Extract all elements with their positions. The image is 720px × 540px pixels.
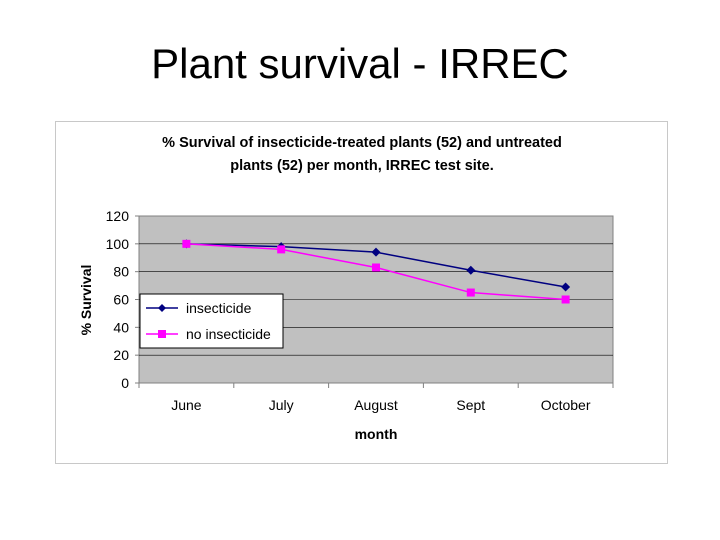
legend-label-no-insecticide: no insecticide bbox=[186, 326, 271, 342]
legend-marker-insecticide bbox=[158, 304, 166, 312]
data-point-insecticide bbox=[371, 247, 381, 257]
x-tick-label: Sept bbox=[456, 397, 485, 413]
legend-label-insecticide: insecticide bbox=[186, 300, 252, 316]
x-axis-label: month bbox=[355, 426, 398, 442]
data-point-no-insecticide bbox=[466, 288, 475, 297]
legend-box bbox=[139, 293, 284, 349]
data-point-no-insecticide bbox=[372, 263, 380, 272]
y-tick-label: 120 bbox=[106, 208, 130, 224]
data-point-insecticide bbox=[466, 265, 476, 275]
series-layer bbox=[181, 239, 571, 304]
data-point-insecticide bbox=[561, 282, 571, 292]
x-ticks: June July August Sept October bbox=[138, 383, 614, 413]
y-tick-label: 20 bbox=[113, 347, 129, 363]
chart-title-line-2: plants (52) per month, IRREC test site. bbox=[230, 158, 493, 174]
x-tick-label: June bbox=[171, 397, 202, 413]
y-tick-label: 0 bbox=[121, 375, 129, 391]
x-tick-label: July bbox=[269, 397, 294, 413]
slide-title: Plant survival - IRREC bbox=[151, 40, 569, 87]
x-tick-label: August bbox=[354, 397, 398, 413]
y-tick-label: 100 bbox=[106, 236, 130, 252]
y-axis-label: % Survival bbox=[78, 265, 94, 336]
data-point-no-insecticide bbox=[561, 295, 570, 304]
y-tick-label: 80 bbox=[113, 264, 129, 280]
y-ticks: 0 20 40 60 80 100 120 bbox=[106, 208, 139, 391]
legend: insecticide no insecticide bbox=[139, 293, 284, 349]
legend-marker-no-insecticide bbox=[158, 330, 166, 338]
y-tick-label: 40 bbox=[113, 319, 129, 335]
x-tick-label: October bbox=[541, 397, 591, 413]
data-point-no-insecticide bbox=[277, 245, 286, 254]
y-tick-label: 60 bbox=[113, 292, 129, 308]
data-point-no-insecticide bbox=[182, 239, 191, 248]
chart-title-line-1: % Survival of insecticide-treated plants… bbox=[162, 135, 562, 151]
